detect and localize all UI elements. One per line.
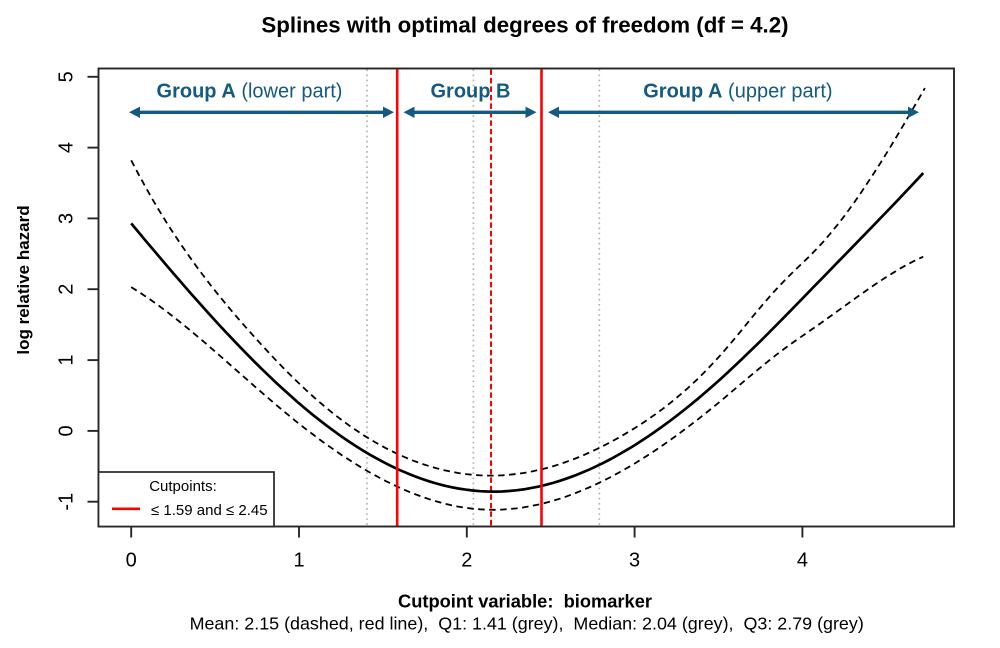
svg-text:3: 3 xyxy=(56,213,78,224)
svg-text:2: 2 xyxy=(56,284,78,295)
svg-text:2: 2 xyxy=(461,550,472,572)
svg-text:Splines with optimal degrees o: Splines with optimal degrees of freedom … xyxy=(261,13,788,38)
svg-text:Cutpoints:: Cutpoints: xyxy=(149,478,217,495)
svg-text:0: 0 xyxy=(56,425,78,436)
svg-text:log relative hazard: log relative hazard xyxy=(14,205,33,354)
svg-text:Cutpoint variable: biomarker: Cutpoint variable: biomarker xyxy=(398,591,652,612)
svg-text:1: 1 xyxy=(56,355,78,366)
svg-text:0: 0 xyxy=(126,550,137,572)
svg-text:4: 4 xyxy=(56,142,78,153)
svg-text:Mean: 2.15 (dashed, red line),: Mean: 2.15 (dashed, red line), Q1: 1.41 … xyxy=(190,614,864,634)
svg-text:3: 3 xyxy=(629,550,640,572)
svg-text:≤ 1.59 and ≤ 2.45: ≤ 1.59 and ≤ 2.45 xyxy=(151,502,268,519)
svg-text:5: 5 xyxy=(56,71,78,82)
svg-text:Group A (upper part): Group A (upper part) xyxy=(643,81,832,103)
svg-text:Group B: Group B xyxy=(431,81,511,103)
svg-text:Group A (lower part): Group A (lower part) xyxy=(157,81,343,103)
svg-text:4: 4 xyxy=(797,550,808,572)
svg-text:1: 1 xyxy=(293,550,304,572)
svg-text:-1: -1 xyxy=(56,493,78,511)
